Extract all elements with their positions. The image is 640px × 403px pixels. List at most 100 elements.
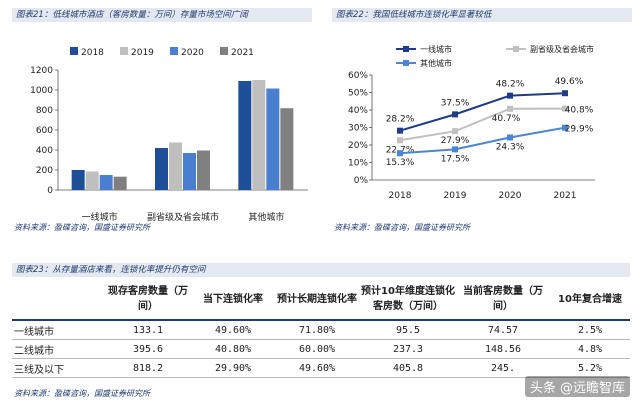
fig22-x-axis: 2018 2019 2020 2021 xyxy=(389,191,577,201)
legend-label: 2021 xyxy=(231,48,254,58)
fig21-chart: 2018 2019 2020 2021 0 200 400 600 800 1000 1200 一… xyxy=(30,47,308,223)
table-cell: 395.6 xyxy=(104,339,192,359)
fig22-lines: 28.2%37.5%48.2%49.6%22.7%27.9%40.7%40.8%… xyxy=(386,77,594,168)
table-cell: 二线城市 xyxy=(12,339,104,359)
table-header-cell: 预计10年维度连锁化客房数（万间） xyxy=(360,282,456,321)
fig21-source: 资料来源：盈碟咨询，国盛证券研究所 xyxy=(14,223,150,232)
legend-label: 2020 xyxy=(181,48,204,58)
table-cell: 49.60% xyxy=(274,358,360,378)
legend-label: 一线城市 xyxy=(420,44,452,54)
legend-marker xyxy=(403,46,409,52)
table-cell: 148.56 xyxy=(456,339,550,359)
table-cell: 一线城市 xyxy=(12,320,104,340)
table-cell: 4.8% xyxy=(550,339,630,359)
bar xyxy=(71,170,85,190)
table-header-cell: 当下连锁化率 xyxy=(192,282,274,321)
table-header-cell xyxy=(12,282,104,321)
y-tick-label: 200 xyxy=(36,166,53,176)
fig22-source: 资料来源：盈碟咨询，国盛证券研究所 xyxy=(334,223,470,232)
bar xyxy=(99,175,113,190)
legend-marker xyxy=(403,60,409,66)
data-point xyxy=(397,137,403,144)
series-line xyxy=(399,107,566,142)
data-label: 29.9% xyxy=(565,125,594,135)
y-tick-label: 600 xyxy=(36,126,53,136)
table-cell: 405.8 xyxy=(360,358,456,378)
table-cell: 40.80% xyxy=(192,339,274,359)
table-cell: 95.5 xyxy=(360,320,456,340)
table-cell: 2.5% xyxy=(550,320,630,340)
y-tick-label: 20% xyxy=(348,141,368,151)
data-point xyxy=(507,105,513,112)
y-tick-label: 30% xyxy=(348,124,368,134)
table-cell: 29.90% xyxy=(192,358,274,378)
legend-label: 副省级及省会城市 xyxy=(530,44,594,54)
data-label: 37.5% xyxy=(441,98,470,108)
data-point xyxy=(452,128,458,135)
y-tick-label: 40% xyxy=(348,106,368,116)
bar xyxy=(197,150,210,190)
table-cell: 5.2% xyxy=(550,358,630,378)
data-point xyxy=(507,134,513,141)
y-tick-label: 1200 xyxy=(30,66,53,76)
fig21-bars xyxy=(71,80,294,190)
data-label: 28.2% xyxy=(386,115,415,125)
table-cell: 71.80% xyxy=(274,320,360,340)
table-cell: 245. xyxy=(456,358,550,378)
data-label: 48.2% xyxy=(496,80,525,90)
fig21-legend: 2018 2019 2020 2021 xyxy=(70,47,254,58)
bar xyxy=(238,81,252,190)
table-header-cell: 当前客房数量（万间） xyxy=(456,282,550,321)
legend-swatch xyxy=(220,47,228,55)
data-label: 49.6% xyxy=(555,77,584,87)
fig21-title: 图表21：低线城市酒店（客房数量：万间）存量市场空间广阔 xyxy=(12,8,312,22)
bar xyxy=(280,108,294,190)
table-cell: 237.3 xyxy=(360,339,456,359)
y-tick-label: 60% xyxy=(348,71,368,81)
table-header-row: 现存客房数量（万间） 当下连锁化率 预计长期连锁化率 预计10年维度连锁化客房数… xyxy=(12,282,630,321)
series-line xyxy=(399,126,566,155)
legend-swatch xyxy=(170,47,178,55)
data-point xyxy=(562,105,568,112)
table-cell: 三线及以下 xyxy=(12,358,104,378)
table-cell: 49.60% xyxy=(192,320,274,340)
x-tick-label: 其他城市 xyxy=(248,211,284,223)
legend-swatch xyxy=(70,47,78,55)
y-tick-label: 0 xyxy=(47,186,53,196)
data-label: 24.3% xyxy=(496,142,525,152)
table-cell: 74.57 xyxy=(456,320,550,340)
fig22-y-axis: 0% 10% 20% 30% 40% 50% 60% xyxy=(348,71,595,186)
legend-label: 其他城市 xyxy=(420,58,452,68)
data-point xyxy=(562,124,568,131)
series-line xyxy=(399,92,566,132)
watermark: 头条 @远瞻智库 xyxy=(524,376,630,397)
table-cell: 818.2 xyxy=(104,358,192,378)
data-point xyxy=(397,127,403,134)
bar xyxy=(252,80,266,190)
fig22-title: 图表22：我国低线城市连锁化率显著较低 xyxy=(332,8,632,22)
legend-label: 2018 xyxy=(81,48,104,58)
fig21-x-axis: 一线城市 副省级及省会城市 其他城市 xyxy=(82,211,285,223)
fig23-title: 图表23：从存量酒店来看，连锁化率提升仍有空间 xyxy=(12,263,630,277)
x-tick-label: 一线城市 xyxy=(82,211,118,223)
legend-marker xyxy=(513,46,519,52)
data-point xyxy=(452,146,458,153)
table-row: 二线城市 395.6 40.80% 60.00% 237.3 148.56 4.… xyxy=(12,339,630,359)
data-point xyxy=(507,92,513,99)
y-tick-label: 1000 xyxy=(30,86,53,96)
x-tick-label: 2021 xyxy=(554,191,577,201)
legend-swatch xyxy=(120,47,128,55)
data-label: 15.3% xyxy=(386,158,415,168)
bar xyxy=(113,176,127,190)
data-label: 40.8% xyxy=(565,106,594,116)
table-cell: 60.00% xyxy=(274,339,360,359)
bar xyxy=(85,171,99,190)
data-point xyxy=(562,90,568,97)
x-tick-label: 2020 xyxy=(499,191,522,201)
data-point xyxy=(397,150,403,157)
fig23-source: 资料来源：盈碟咨询，国盛证券研究所 xyxy=(14,389,150,398)
y-tick-label: 0% xyxy=(354,176,369,186)
data-label: 40.7% xyxy=(492,114,521,124)
